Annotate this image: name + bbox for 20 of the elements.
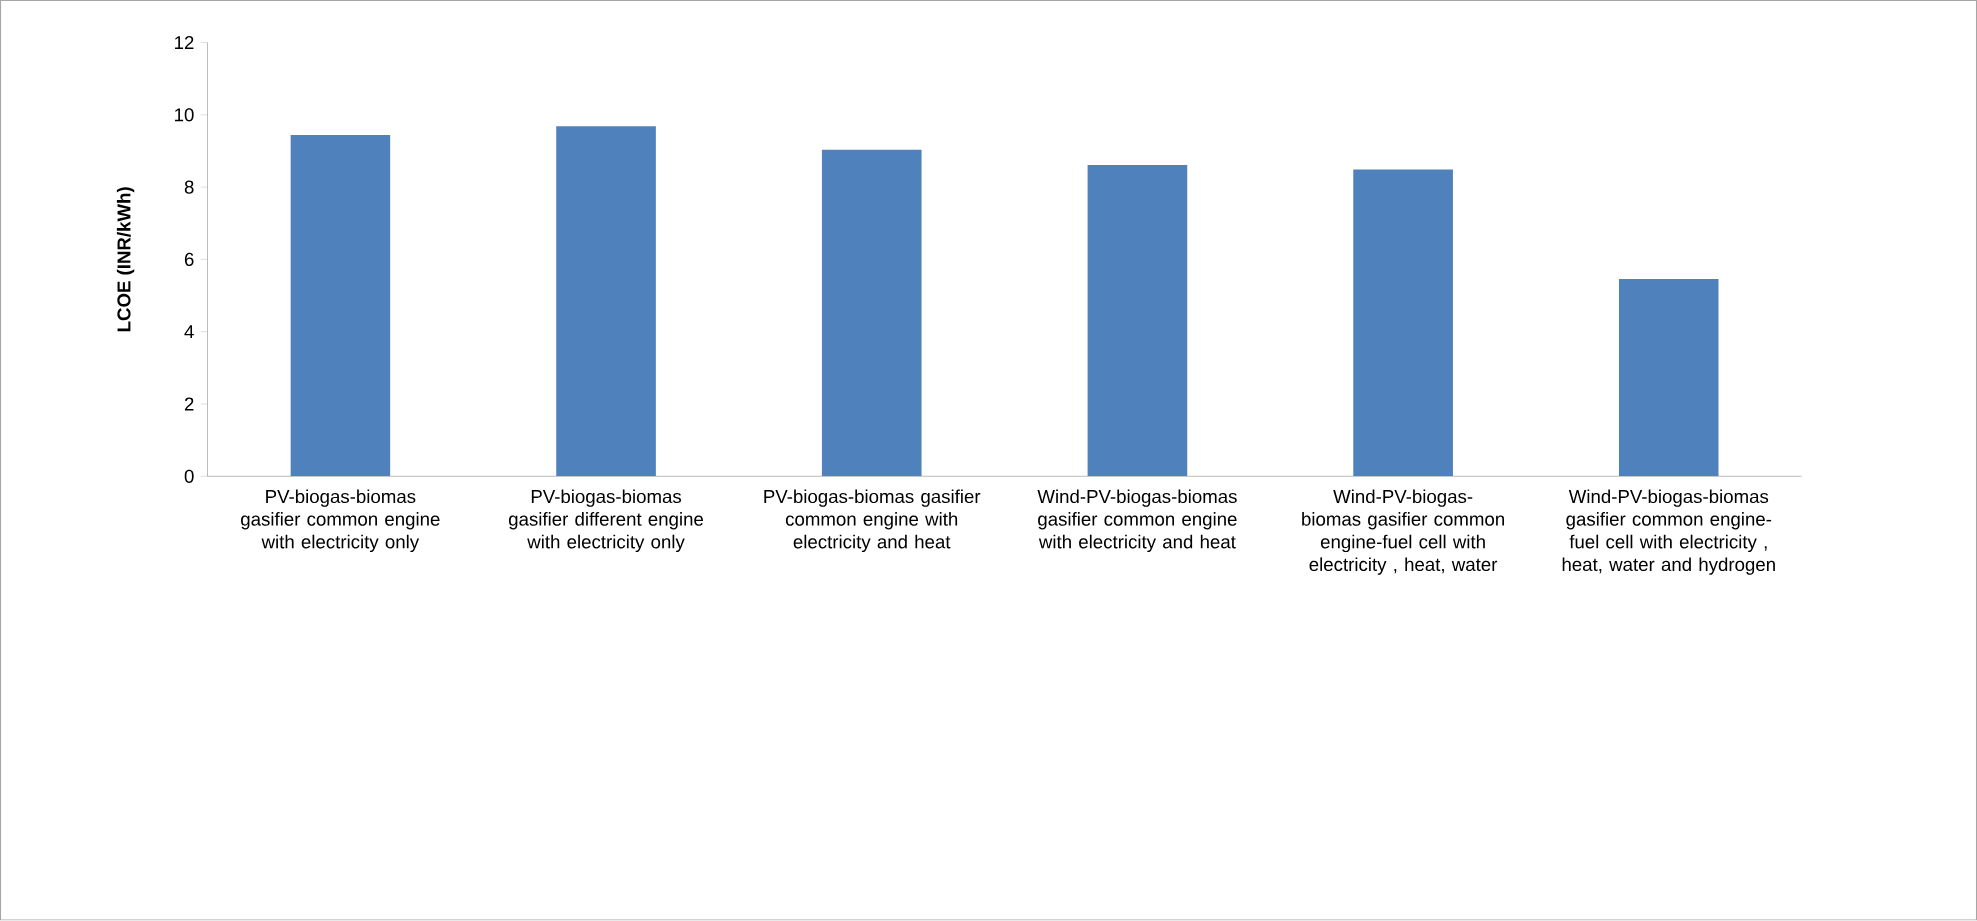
bar: [1618, 279, 1719, 477]
y-axis-title: LCOE (INR/kWh): [116, 187, 135, 332]
x-tick-label: PV-biogas-biomas gasifier different engine with electricity only: [508, 489, 704, 553]
x-tick-label: PV-biogas-biomas gasifier common engine with electricity and heat: [764, 489, 981, 553]
y-tick-label: 12: [175, 36, 194, 50]
x-tick-label: PV-biogas-biomas gasifier common engine with electricity only: [241, 489, 440, 553]
y-tick-label: 4: [184, 325, 194, 339]
x-tick-label: Wind-PV-biogas-biomas gasifier common engine with electricity and heat: [1037, 489, 1237, 553]
y-tick-label: 8: [184, 180, 194, 194]
bar: [821, 150, 922, 477]
y-tick-label: 6: [184, 252, 194, 267]
x-tick-label: Wind-PV-biogas-biomas gasifier common engine-fuel cell with electricity , heat, water: [1302, 489, 1504, 575]
bar: [1087, 165, 1188, 477]
x-tick-label: Wind-PV-biogas-biomas gasifier common engine-fuel cell with electricity , heat, water and hydrogen: [1562, 489, 1775, 575]
bar: [290, 135, 391, 477]
bar: [556, 126, 656, 477]
y-tick-label: 10: [175, 108, 194, 122]
y-tick-label: 0: [184, 469, 194, 484]
bar: [1353, 169, 1453, 477]
y-tick-label: 2: [184, 397, 194, 411]
